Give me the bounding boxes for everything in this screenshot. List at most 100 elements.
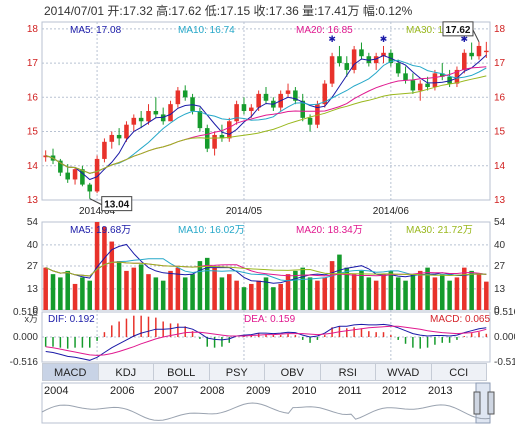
price-annotation: 17.62 [445, 25, 470, 36]
candle-body [146, 111, 151, 122]
candle-body [293, 90, 298, 101]
volume-bar [227, 274, 232, 310]
volume-ytick-right: 54 [494, 217, 506, 228]
navigator-right-handle [487, 391, 495, 415]
navigator-left-handle [473, 391, 481, 415]
volume-bar [344, 267, 350, 310]
annotation-box [442, 21, 474, 37]
year-label: 2004 [44, 385, 69, 397]
price-legend-entry: MA10: 16.74 [178, 25, 235, 36]
price-legend-entry: MA30: 16.82 [406, 25, 463, 36]
candle-body [417, 83, 423, 91]
date-xtick: 2014/04 [79, 206, 116, 217]
volume-ytick-left: 0 [32, 305, 38, 316]
volume-bar [109, 241, 115, 310]
volume-ytick-left: 13 [27, 284, 39, 295]
candle-body [315, 104, 320, 125]
price-ytick-left: 18 [27, 24, 39, 35]
volume-bar [315, 280, 320, 310]
volume-bar [50, 274, 56, 310]
candle-body [300, 100, 305, 118]
annotation-leader [472, 29, 480, 43]
candle-body [160, 114, 166, 122]
candle-body [65, 172, 70, 180]
candle-body [344, 63, 350, 70]
candle-body [109, 134, 115, 142]
candle-body [102, 141, 107, 159]
price-ytick-left: 14 [27, 161, 39, 172]
volume-bar [403, 280, 408, 310]
candle-body [432, 73, 438, 88]
candle-body [138, 117, 144, 122]
volume-bar [439, 274, 445, 310]
ma5-line [45, 54, 487, 181]
price-ytick-right: 13 [494, 195, 506, 206]
macd-ytick-right: -0.516 [494, 357, 515, 368]
tab-rsi[interactable]: RSI [319, 363, 375, 381]
volume-bar [72, 283, 78, 310]
volume-bar [388, 270, 394, 310]
tab-cci[interactable]: CCI [430, 363, 487, 381]
candle-body [87, 184, 93, 192]
tab-macd[interactable]: MACD [42, 363, 98, 381]
volume-bar [278, 283, 283, 310]
macd-ytick-left: 0.000 [13, 332, 38, 343]
volume-bar [190, 274, 195, 310]
candle-body [307, 117, 313, 125]
candle-body [454, 69, 460, 84]
tab-wvad[interactable]: WVAD [375, 363, 431, 381]
volume-bar [175, 267, 181, 310]
volume-bar [373, 280, 379, 310]
volume-bar [168, 270, 173, 310]
volume-bar [322, 277, 328, 310]
ma10-line [45, 59, 487, 174]
volume-bar [234, 280, 239, 310]
volume-bar [469, 270, 474, 310]
price-ytick-left: 16 [27, 92, 39, 103]
volume-bar [138, 264, 144, 310]
volume-bar [381, 274, 386, 310]
price-ytick-right: 17 [494, 58, 506, 69]
volume-unit-label: x万 [24, 314, 38, 324]
price-ytick-left: 13 [27, 195, 39, 206]
volume-bar [131, 267, 137, 310]
year-label: 2007 [154, 385, 179, 397]
volume-bar [462, 267, 467, 310]
event-marker: ✱ [461, 34, 469, 44]
volume-bar [432, 277, 438, 310]
volume-bar [182, 277, 188, 310]
candle-body [484, 50, 489, 53]
dea-line [45, 325, 487, 356]
price-annotation: 13.04 [104, 200, 129, 211]
candle-body [249, 107, 254, 111]
price-panel-frame [41, 21, 491, 201]
macd-ytick-right: 0.000 [494, 332, 515, 343]
volume-bar [454, 277, 460, 310]
candle-body [153, 111, 159, 115]
volume-bar [241, 287, 247, 310]
volume-bar [146, 274, 151, 310]
volume-bar [197, 261, 203, 310]
volume-bar [80, 277, 85, 310]
tab-psy[interactable]: PSY [208, 363, 264, 381]
volume-bar [160, 280, 166, 310]
tab-obv[interactable]: OBV [264, 363, 320, 381]
candle-body [403, 73, 408, 81]
macd-legend-entry: DEA: 0.159 [244, 314, 296, 325]
volume-bar [271, 287, 276, 310]
price-ytick-left: 17 [27, 58, 39, 69]
candle-body [168, 104, 173, 122]
event-marker: ✱ [380, 34, 388, 44]
volume-bar [263, 277, 269, 310]
volume-bar [249, 283, 254, 310]
candle-body [410, 80, 416, 91]
candle-body [476, 45, 482, 57]
candle-body [116, 134, 122, 139]
tab-boll[interactable]: BOLL [153, 363, 209, 381]
candle-body [131, 117, 137, 125]
volume-bar [204, 257, 210, 310]
tab-kdj[interactable]: KDJ [97, 363, 153, 381]
candle-body [439, 73, 445, 77]
timeline-year-labels: 2004 2006 2007 2008 2009 2010 2011 2012 … [42, 385, 487, 399]
